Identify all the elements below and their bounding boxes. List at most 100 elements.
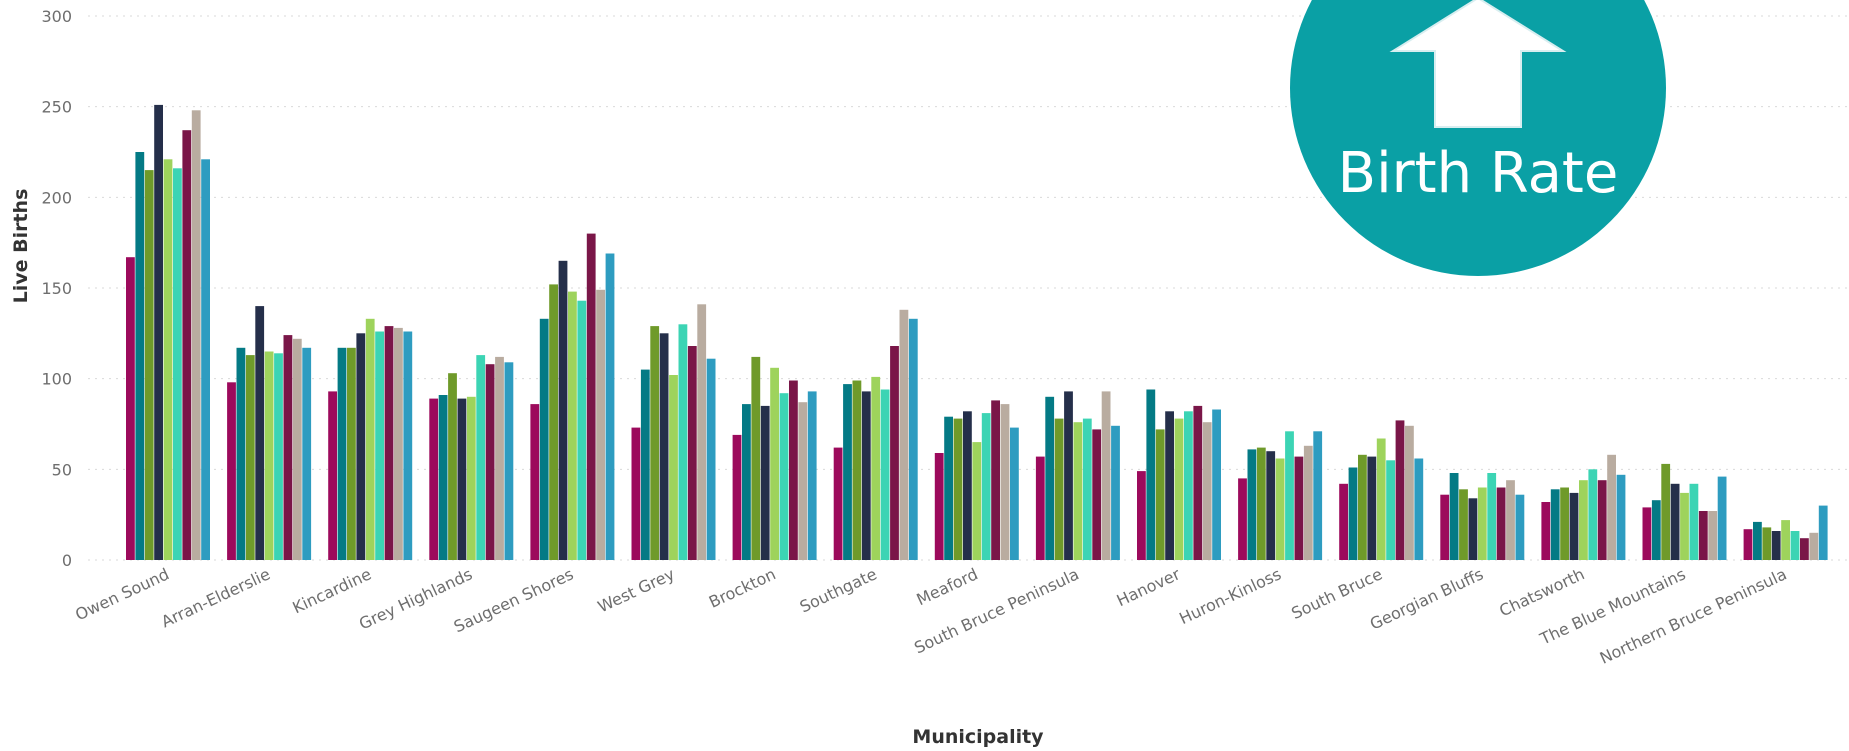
bar[interactable] (1708, 511, 1718, 560)
bar[interactable] (1035, 456, 1045, 560)
bar[interactable] (1449, 473, 1459, 560)
bar[interactable] (1313, 431, 1323, 560)
bar[interactable] (302, 347, 312, 560)
bar[interactable] (650, 326, 660, 560)
bar[interactable] (899, 309, 909, 560)
bar[interactable] (871, 376, 881, 560)
bar[interactable] (1256, 447, 1266, 560)
bar[interactable] (457, 398, 467, 560)
bar[interactable] (1440, 494, 1450, 560)
bar[interactable] (1642, 507, 1652, 560)
bar[interactable] (292, 338, 302, 560)
bar[interactable] (1155, 429, 1165, 560)
bar[interactable] (504, 362, 514, 560)
bar[interactable] (1064, 391, 1073, 560)
bar[interactable] (347, 347, 356, 560)
bar[interactable] (485, 364, 495, 560)
bar[interactable] (1579, 480, 1588, 560)
bar[interactable] (1651, 500, 1661, 560)
bar[interactable] (283, 335, 293, 560)
bar[interactable] (1358, 454, 1367, 560)
bar[interactable] (1477, 487, 1487, 561)
bar[interactable] (631, 427, 641, 560)
bar[interactable] (1670, 483, 1680, 560)
bar[interactable] (1045, 396, 1055, 560)
bar[interactable] (1468, 498, 1478, 560)
bar[interactable] (328, 391, 337, 560)
bar[interactable] (163, 159, 173, 561)
bar[interactable] (779, 393, 789, 560)
bar[interactable] (1506, 480, 1515, 560)
bar[interactable] (1247, 449, 1257, 560)
bar[interactable] (264, 351, 274, 561)
bar[interactable] (1054, 418, 1064, 560)
bar[interactable] (732, 434, 742, 560)
bar[interactable] (963, 411, 972, 560)
bar[interactable] (1550, 489, 1560, 560)
bar[interactable] (1414, 458, 1424, 561)
bar[interactable] (365, 318, 375, 560)
bar[interactable] (1541, 502, 1551, 560)
bar[interactable] (1137, 471, 1146, 560)
bar[interactable] (274, 353, 283, 560)
bar[interactable] (191, 110, 201, 561)
bar[interactable] (144, 170, 154, 560)
bar[interactable] (549, 284, 558, 560)
bar[interactable] (1569, 492, 1579, 560)
bar[interactable] (1405, 425, 1414, 560)
bar[interactable] (539, 318, 549, 560)
bar[interactable] (697, 304, 707, 560)
bar[interactable] (798, 402, 808, 560)
bar[interactable] (182, 130, 192, 560)
bar[interactable] (227, 382, 236, 560)
bar[interactable] (1689, 483, 1699, 560)
bar[interactable] (1073, 422, 1083, 560)
bar[interactable] (375, 331, 384, 561)
bar[interactable] (807, 391, 817, 560)
bar[interactable] (1184, 411, 1193, 560)
bar[interactable] (394, 327, 403, 560)
bar[interactable] (991, 400, 1000, 560)
bar[interactable] (1680, 492, 1689, 560)
bar[interactable] (596, 289, 605, 560)
bar[interactable] (640, 369, 650, 560)
bar[interactable] (1771, 531, 1781, 560)
bar[interactable] (255, 306, 265, 560)
bar[interactable] (1616, 474, 1626, 560)
bar[interactable] (1753, 521, 1762, 560)
bar[interactable] (1285, 431, 1294, 560)
bar[interactable] (1348, 467, 1358, 561)
bar[interactable] (669, 375, 678, 560)
bar[interactable] (770, 367, 779, 560)
bar[interactable] (605, 253, 615, 561)
bar[interactable] (687, 346, 697, 560)
bar[interactable] (1487, 473, 1497, 560)
bar[interactable] (1790, 531, 1800, 560)
bar[interactable] (1496, 487, 1506, 561)
bar[interactable] (843, 384, 852, 560)
bar[interactable] (1101, 391, 1111, 560)
bar[interactable] (1661, 463, 1671, 560)
bar[interactable] (1588, 469, 1598, 560)
bar[interactable] (1092, 429, 1102, 560)
bar[interactable] (429, 398, 439, 560)
bar[interactable] (1515, 494, 1525, 560)
bar[interactable] (1386, 460, 1395, 560)
bar[interactable] (1165, 411, 1174, 560)
bar[interactable] (1275, 458, 1285, 561)
bar[interactable] (1743, 529, 1753, 560)
bar[interactable] (1303, 445, 1313, 560)
bar[interactable] (1459, 489, 1468, 560)
bar[interactable] (1174, 418, 1184, 560)
bar[interactable] (236, 347, 246, 560)
bar[interactable] (586, 233, 596, 560)
bar[interactable] (953, 418, 963, 560)
bar[interactable] (1367, 456, 1377, 560)
bar[interactable] (1238, 478, 1247, 560)
bar[interactable] (530, 404, 540, 560)
bar[interactable] (678, 324, 688, 560)
bar[interactable] (833, 447, 843, 560)
bar[interactable] (384, 326, 394, 560)
bar[interactable] (1818, 505, 1828, 560)
bar[interactable] (245, 355, 255, 560)
